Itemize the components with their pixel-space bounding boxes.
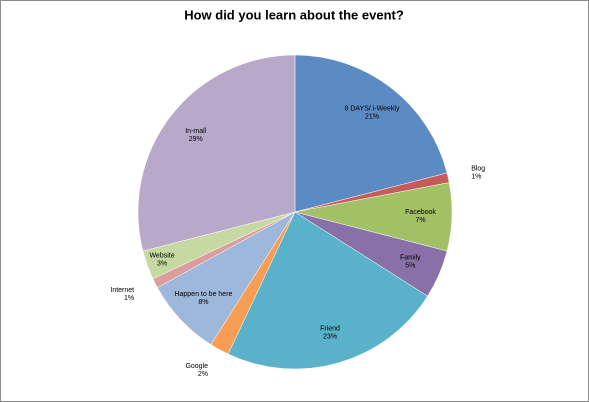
pie-slice (294, 54, 448, 213)
slice-label: 8 DAYS/ i-Weekly (344, 106, 399, 113)
pie-slice (227, 211, 428, 370)
slice-label: Happen to be here (174, 291, 232, 298)
slice-label: Google (185, 363, 208, 370)
slice-value-label: 2% (198, 371, 208, 378)
pie-slice (137, 54, 296, 252)
slice-value-label: 23% (323, 333, 337, 340)
slice-value-label: 29% (189, 136, 203, 143)
slice-value-label: 21% (365, 114, 379, 121)
slice-label: Friend (320, 325, 340, 332)
slice-label: Internet (110, 287, 134, 294)
slice-label: Family (400, 255, 421, 262)
slice-value-label: 7% (415, 217, 425, 224)
slice-value-label: 3% (157, 261, 167, 268)
slice-value-label: 5% (405, 263, 415, 270)
chart-title: How did you learn about the event? (184, 7, 404, 22)
slice-label: Website (149, 253, 174, 260)
slice-value-label: 1% (471, 173, 481, 180)
slice-value-label: 1% (124, 295, 134, 302)
slice-label: Facebook (405, 209, 436, 216)
slice-label: Blog (471, 165, 485, 172)
slice-label: In-mall (185, 128, 206, 135)
slice-value-label: 8% (198, 299, 208, 306)
